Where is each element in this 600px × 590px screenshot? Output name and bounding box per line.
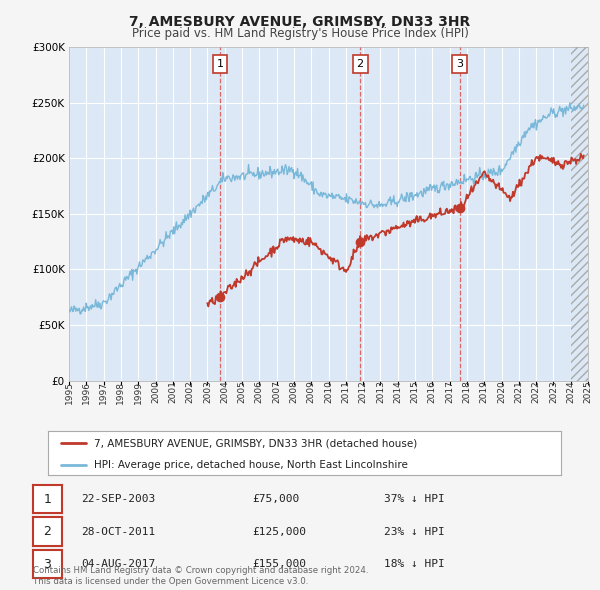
Text: 2025: 2025 (583, 381, 593, 404)
Text: 2016: 2016 (428, 381, 437, 404)
Text: 2017: 2017 (445, 381, 454, 404)
Text: £75,000: £75,000 (252, 494, 299, 504)
Text: 23% ↓ HPI: 23% ↓ HPI (384, 527, 445, 536)
Text: 1996: 1996 (82, 381, 91, 404)
Text: 2013: 2013 (376, 381, 385, 404)
Text: £125,000: £125,000 (252, 527, 306, 536)
Text: 2024: 2024 (566, 381, 575, 403)
Text: 2022: 2022 (532, 381, 541, 403)
Text: 2010: 2010 (324, 381, 333, 404)
Text: 22-SEP-2003: 22-SEP-2003 (81, 494, 155, 504)
Text: Contains HM Land Registry data © Crown copyright and database right 2024.: Contains HM Land Registry data © Crown c… (33, 566, 368, 575)
Text: 2012: 2012 (359, 381, 368, 404)
Text: 3: 3 (457, 59, 463, 69)
Text: 2002: 2002 (185, 381, 194, 404)
Text: 1995: 1995 (65, 381, 74, 404)
Text: 1: 1 (43, 493, 52, 506)
Text: 2001: 2001 (168, 381, 178, 404)
Text: 18% ↓ HPI: 18% ↓ HPI (384, 559, 445, 569)
Text: 2003: 2003 (203, 381, 212, 404)
Text: This data is licensed under the Open Government Licence v3.0.: This data is licensed under the Open Gov… (33, 576, 308, 586)
Text: 28-OCT-2011: 28-OCT-2011 (81, 527, 155, 536)
Text: 2014: 2014 (393, 381, 402, 404)
Text: 2023: 2023 (549, 381, 558, 404)
Text: 2019: 2019 (480, 381, 489, 404)
Text: 2009: 2009 (307, 381, 316, 404)
Text: 2006: 2006 (255, 381, 264, 404)
Text: 04-AUG-2017: 04-AUG-2017 (81, 559, 155, 569)
Bar (571, 47, 588, 381)
Text: 1997: 1997 (99, 381, 108, 404)
Text: Price paid vs. HM Land Registry's House Price Index (HPI): Price paid vs. HM Land Registry's House … (131, 27, 469, 40)
Text: 1: 1 (217, 59, 224, 69)
Text: 2: 2 (356, 59, 364, 69)
Text: 2015: 2015 (410, 381, 419, 404)
Text: 7, AMESBURY AVENUE, GRIMSBY, DN33 3HR: 7, AMESBURY AVENUE, GRIMSBY, DN33 3HR (130, 15, 470, 29)
Text: 1999: 1999 (134, 381, 143, 404)
Text: 2018: 2018 (463, 381, 472, 404)
Text: 2011: 2011 (341, 381, 350, 404)
Text: 2007: 2007 (272, 381, 281, 404)
Text: 2004: 2004 (220, 381, 229, 404)
Text: 2021: 2021 (514, 381, 523, 404)
Text: £155,000: £155,000 (252, 559, 306, 569)
Text: 37% ↓ HPI: 37% ↓ HPI (384, 494, 445, 504)
Text: 2: 2 (43, 525, 52, 538)
Text: 1998: 1998 (116, 381, 125, 404)
Text: 3: 3 (43, 558, 52, 571)
Text: 2000: 2000 (151, 381, 160, 404)
Text: HPI: Average price, detached house, North East Lincolnshire: HPI: Average price, detached house, Nort… (94, 460, 408, 470)
Text: 2008: 2008 (289, 381, 298, 404)
Text: 2020: 2020 (497, 381, 506, 404)
Text: 7, AMESBURY AVENUE, GRIMSBY, DN33 3HR (detached house): 7, AMESBURY AVENUE, GRIMSBY, DN33 3HR (d… (94, 438, 418, 448)
Text: 2005: 2005 (238, 381, 247, 404)
